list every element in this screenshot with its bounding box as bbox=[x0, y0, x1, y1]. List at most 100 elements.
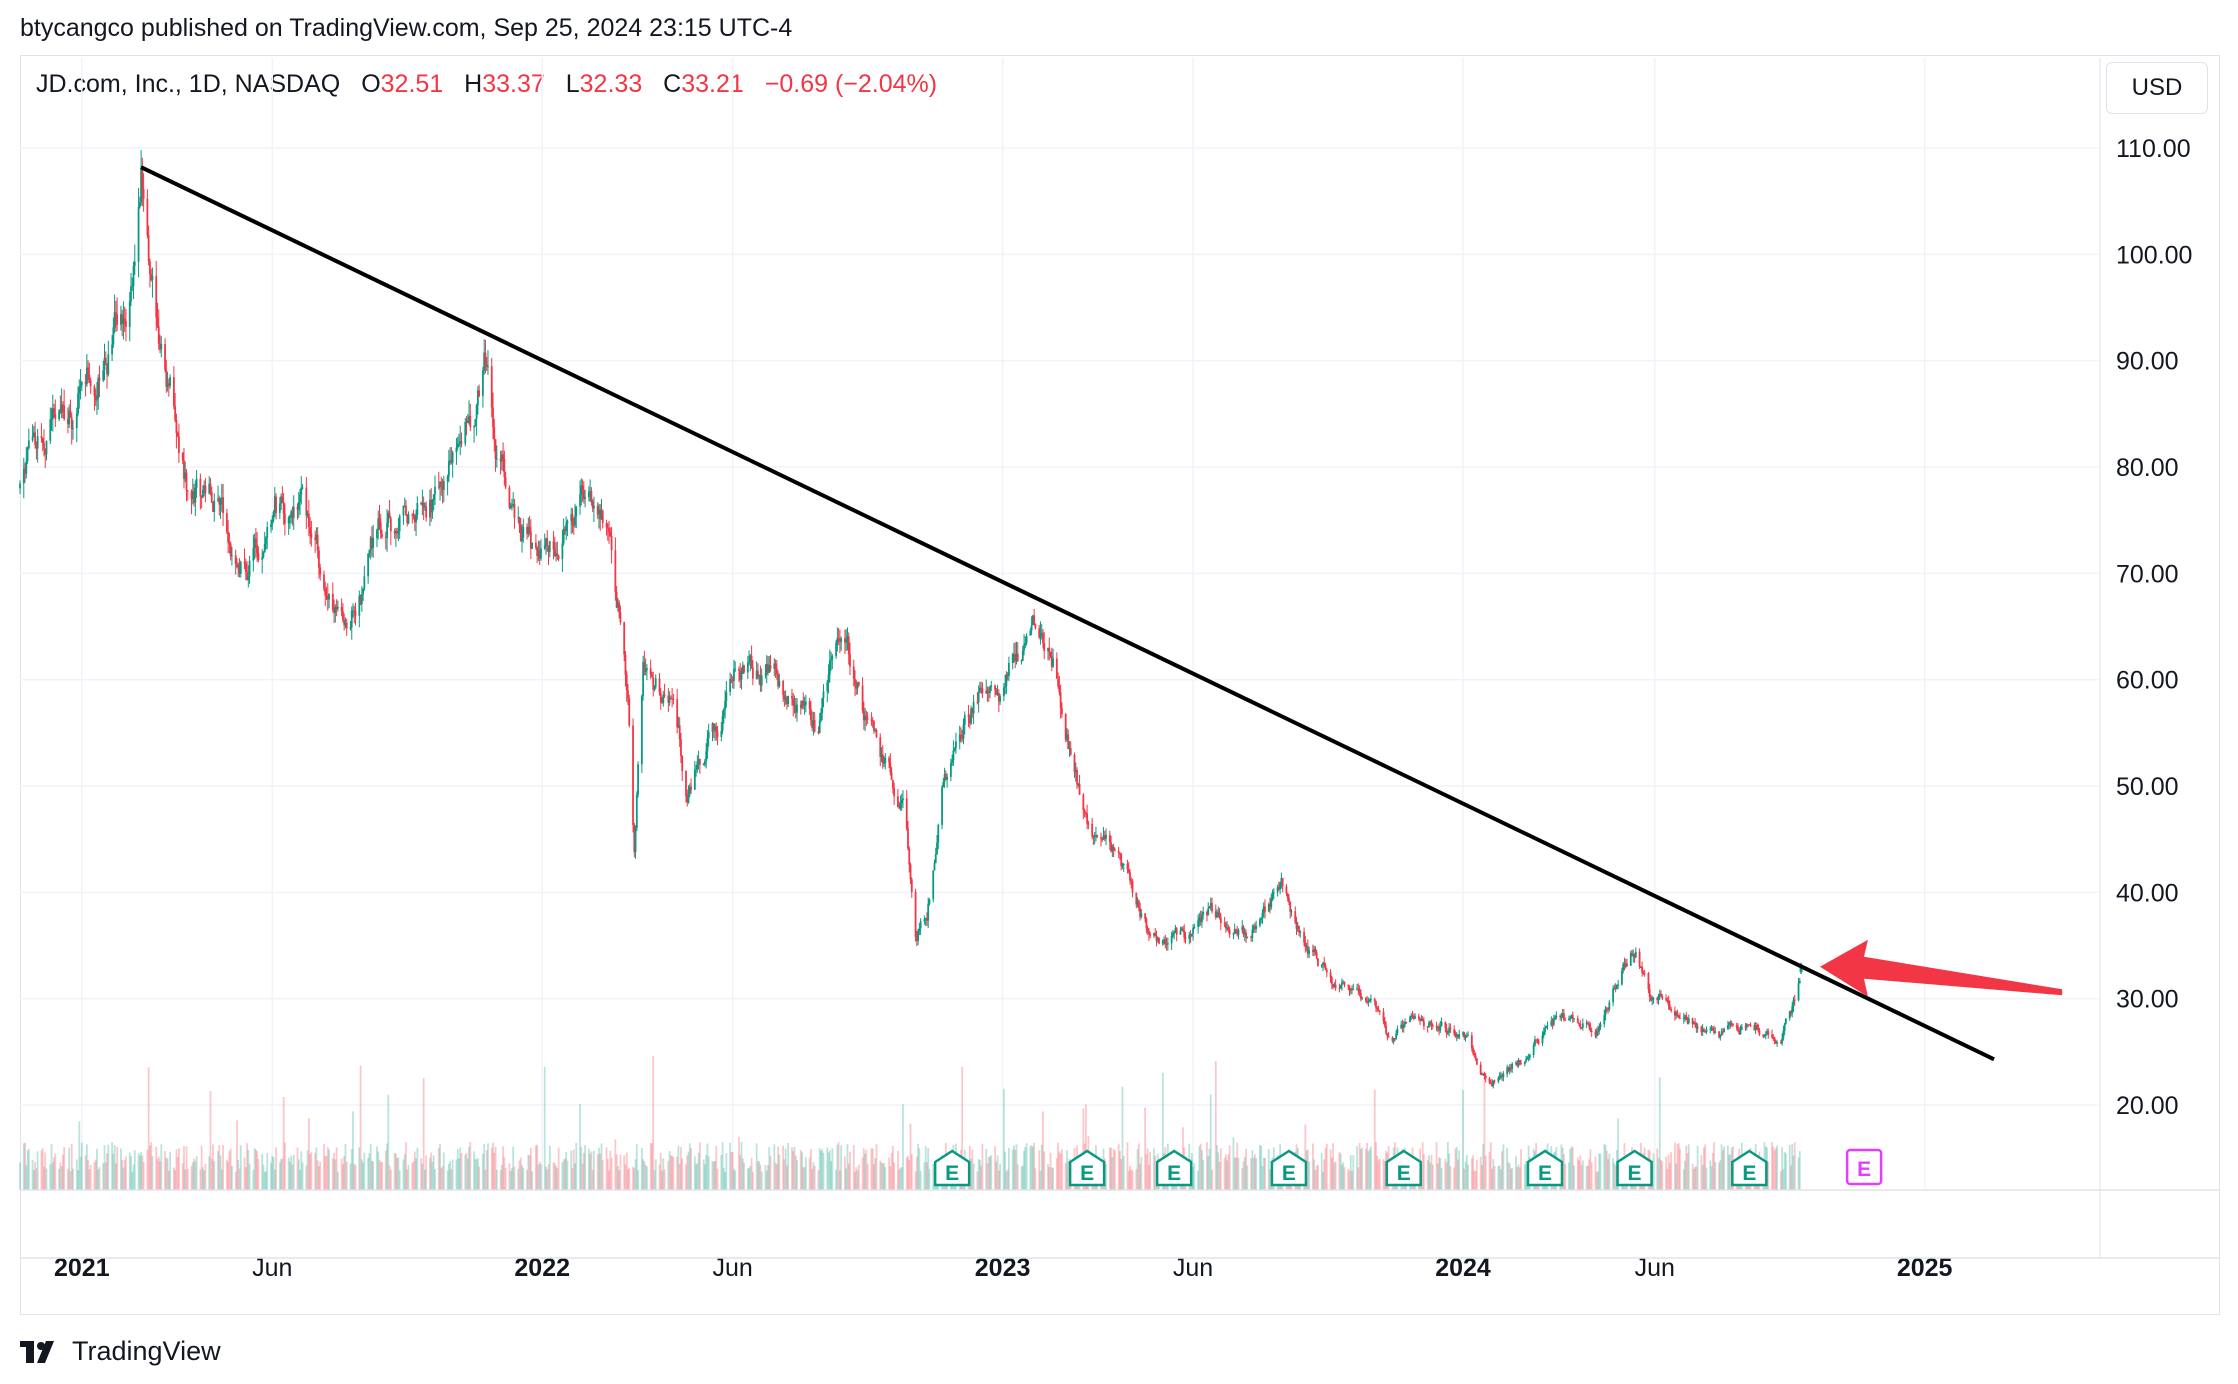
candle-body bbox=[1517, 1060, 1520, 1066]
candle-body bbox=[1272, 892, 1275, 894]
candle-body bbox=[1700, 1026, 1703, 1032]
candle-body bbox=[1288, 897, 1290, 903]
candle-body bbox=[1446, 1032, 1449, 1034]
volume-bar bbox=[1367, 1151, 1370, 1190]
volume-bar bbox=[1423, 1154, 1425, 1190]
candle-body bbox=[1674, 1010, 1676, 1016]
candle-body bbox=[902, 798, 904, 801]
candle-body bbox=[695, 769, 697, 771]
volume-bar bbox=[476, 1158, 479, 1190]
candle-body bbox=[1006, 674, 1009, 677]
candle-body bbox=[1604, 1008, 1607, 1016]
earnings-marker-upcoming: E bbox=[1845, 1148, 1883, 1186]
volume-bar bbox=[1563, 1154, 1565, 1190]
candle-body bbox=[397, 531, 400, 534]
candle-body bbox=[963, 715, 966, 725]
volume-bar bbox=[342, 1164, 344, 1190]
candle-body bbox=[606, 527, 609, 529]
volume-bar bbox=[93, 1162, 96, 1190]
volume-bar bbox=[1677, 1143, 1680, 1190]
volume-bar bbox=[183, 1146, 185, 1190]
volume-bar bbox=[201, 1167, 204, 1190]
candle-body bbox=[473, 426, 475, 428]
candle-body bbox=[1308, 950, 1311, 954]
candle-body bbox=[246, 571, 248, 581]
candle-body bbox=[1641, 967, 1644, 973]
volume-bar bbox=[289, 1161, 291, 1190]
volume-bar bbox=[1206, 1142, 1208, 1190]
candle-body bbox=[767, 664, 769, 673]
candle-body bbox=[440, 482, 443, 484]
volume-bar bbox=[1236, 1142, 1239, 1190]
candle-body bbox=[840, 638, 843, 642]
candle-body bbox=[1612, 988, 1615, 1003]
volume-bar bbox=[768, 1147, 771, 1190]
volume-bar bbox=[209, 1091, 212, 1190]
volume-bar bbox=[270, 1162, 272, 1190]
candle-body bbox=[1465, 1035, 1468, 1037]
volume-bar bbox=[899, 1167, 902, 1190]
candle-body bbox=[1747, 1024, 1749, 1026]
candle-body bbox=[478, 390, 481, 396]
candle-body bbox=[980, 687, 983, 689]
candle-body bbox=[412, 514, 415, 517]
candle-body bbox=[500, 454, 503, 462]
candle-body bbox=[1473, 1053, 1476, 1056]
candle-body bbox=[1121, 864, 1124, 867]
tradingview-logo[interactable]: TradingView bbox=[20, 1336, 221, 1367]
volume-bar bbox=[1665, 1156, 1667, 1190]
volume-bar bbox=[564, 1158, 566, 1190]
volume-bar bbox=[1773, 1150, 1776, 1190]
candle-body bbox=[1031, 615, 1034, 626]
candle-body bbox=[1351, 988, 1353, 990]
candle-body bbox=[572, 524, 575, 526]
candle-body bbox=[1206, 912, 1208, 916]
candle-body bbox=[299, 494, 301, 502]
volume-bar bbox=[690, 1148, 692, 1190]
candle-body bbox=[548, 541, 551, 553]
volume-bar bbox=[450, 1169, 453, 1190]
candle-body bbox=[933, 863, 936, 871]
volume-bar bbox=[1499, 1169, 1502, 1190]
volume-bar bbox=[1652, 1153, 1655, 1190]
volume-bar bbox=[724, 1171, 727, 1190]
volume-bar bbox=[873, 1164, 875, 1190]
candle-body bbox=[458, 443, 460, 445]
candle-body bbox=[724, 701, 727, 710]
candle-body bbox=[716, 731, 719, 737]
volume-bar bbox=[377, 1151, 380, 1190]
candle-body bbox=[615, 591, 618, 608]
candle-body bbox=[502, 454, 505, 460]
volume-bar bbox=[114, 1163, 117, 1190]
volume-bar bbox=[1020, 1166, 1023, 1190]
candle-body bbox=[1033, 615, 1036, 625]
volume-bar bbox=[581, 1163, 584, 1190]
candle-body bbox=[1482, 1073, 1485, 1075]
legend-symbol[interactable]: JD.com, Inc., 1D, NASDAQ bbox=[36, 70, 341, 98]
candle-body bbox=[591, 501, 594, 509]
volume-bar bbox=[961, 1066, 964, 1190]
volume-bar bbox=[35, 1168, 38, 1190]
candle-body bbox=[1704, 1031, 1707, 1033]
candle-body bbox=[680, 739, 682, 756]
currency-button[interactable]: USD bbox=[2106, 62, 2208, 114]
candle-body bbox=[363, 576, 366, 589]
candle-body bbox=[201, 489, 204, 498]
candle-body bbox=[1472, 1048, 1474, 1054]
candle-body bbox=[54, 414, 57, 420]
volume-bar bbox=[243, 1157, 246, 1190]
volume-bar bbox=[1564, 1163, 1567, 1190]
candle-body bbox=[31, 436, 34, 441]
candle-body bbox=[377, 518, 380, 530]
candle-body bbox=[474, 418, 477, 427]
volume-bar bbox=[1113, 1150, 1116, 1190]
volume-bar bbox=[591, 1170, 594, 1190]
candle-body bbox=[552, 541, 555, 550]
volume-bar bbox=[979, 1160, 981, 1190]
volume-bar bbox=[363, 1152, 366, 1190]
volume-bar bbox=[1067, 1161, 1070, 1190]
candle-body bbox=[652, 677, 655, 690]
earnings-marker-shape bbox=[1526, 1149, 1564, 1187]
candle-body bbox=[1532, 1045, 1535, 1055]
